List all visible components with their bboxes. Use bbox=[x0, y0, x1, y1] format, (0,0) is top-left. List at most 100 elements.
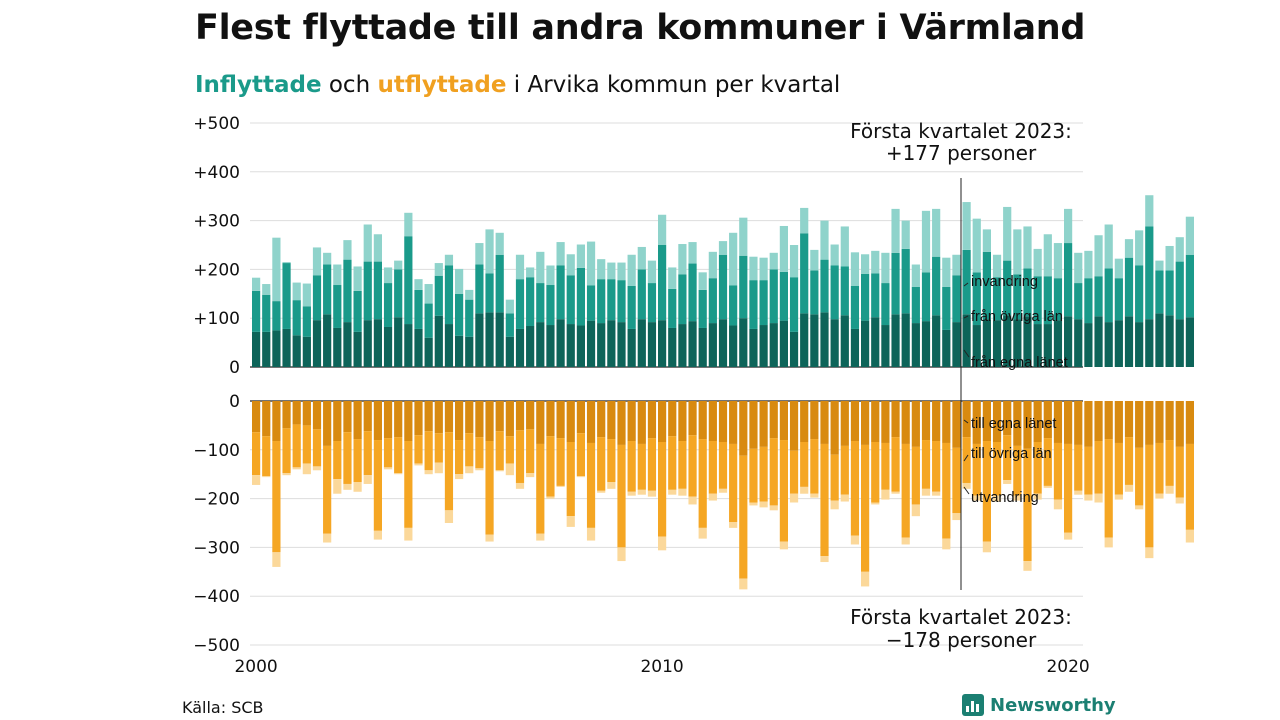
bar-outflow-own bbox=[475, 401, 484, 438]
bar-outflow-own bbox=[394, 401, 403, 438]
bar-outflow-own bbox=[881, 401, 890, 443]
bar-outflow-emigration bbox=[830, 500, 839, 510]
bar-outflow-other bbox=[282, 428, 291, 474]
bar-outflow-own bbox=[1124, 401, 1134, 438]
bar-outflow-own bbox=[526, 401, 535, 430]
bar-outflow-own bbox=[850, 401, 860, 442]
y-tick-label: −100 bbox=[193, 441, 240, 461]
bar-inflow-immigration bbox=[455, 268, 464, 294]
bar-outflow-emigration bbox=[871, 502, 880, 505]
bar-inflow-immigration bbox=[1094, 235, 1103, 277]
bar-inflow-immigration bbox=[779, 225, 788, 272]
y-tick-label: −400 bbox=[193, 587, 240, 607]
bar-outflow-own bbox=[627, 401, 636, 442]
bar-outflow-other bbox=[505, 436, 514, 464]
bar-inflow-immigration bbox=[982, 229, 991, 252]
bar-inflow-own bbox=[992, 320, 1002, 367]
bar-inflow-own bbox=[302, 336, 311, 367]
brand-logo: Newsworthy bbox=[962, 694, 1116, 716]
bar-inflow-own bbox=[1023, 316, 1032, 367]
bar-inflow-immigration bbox=[759, 257, 768, 281]
bar-inflow-own bbox=[576, 325, 585, 367]
bar-inflow-other bbox=[901, 248, 910, 314]
bar-inflow-other bbox=[424, 303, 433, 338]
bar-inflow-own bbox=[952, 322, 961, 367]
bar-inflow-own bbox=[840, 315, 849, 367]
bar-inflow-own bbox=[597, 323, 606, 367]
bar-outflow-own bbox=[546, 401, 555, 437]
bar-outflow-own bbox=[779, 401, 788, 441]
bar-outflow-other bbox=[749, 448, 758, 503]
bar-inflow-own bbox=[658, 320, 667, 367]
bar-outflow-other bbox=[546, 436, 555, 497]
bar-inflow-own bbox=[850, 328, 860, 367]
bar-inflow-own bbox=[353, 331, 362, 367]
bar-outflow-other bbox=[982, 441, 991, 542]
bar-outflow-own bbox=[373, 401, 382, 441]
bar-inflow-immigration bbox=[850, 252, 860, 286]
bar-inflow-own bbox=[779, 320, 788, 367]
bar-inflow-immigration bbox=[323, 252, 332, 265]
bar-inflow-other bbox=[769, 269, 778, 324]
bar-outflow-other bbox=[586, 442, 596, 528]
bar-outflow-other bbox=[343, 432, 352, 484]
bar-outflow-other bbox=[810, 439, 819, 494]
bar-inflow-other bbox=[546, 285, 555, 326]
bar-inflow-other bbox=[292, 300, 301, 336]
bar-outflow-emigration bbox=[526, 473, 535, 478]
bar-outflow-other bbox=[444, 432, 454, 511]
bar-inflow-other bbox=[414, 289, 423, 329]
bar-inflow-own bbox=[678, 324, 687, 367]
bar-outflow-emigration bbox=[394, 473, 403, 475]
bar-outflow-own bbox=[515, 401, 525, 431]
bar-outflow-emigration bbox=[373, 530, 382, 540]
bar-outflow-emigration bbox=[546, 496, 555, 499]
bar-outflow-own bbox=[424, 401, 433, 432]
bar-outflow-own bbox=[1094, 401, 1103, 442]
bar-inflow-own bbox=[617, 322, 626, 367]
bar-inflow-other bbox=[1185, 254, 1194, 318]
bar-outflow-emigration bbox=[627, 491, 636, 496]
bar-inflow-other bbox=[658, 245, 667, 321]
bar-inflow-other bbox=[972, 272, 981, 326]
bar-outflow-emigration bbox=[972, 495, 981, 501]
bar-inflow-immigration bbox=[343, 240, 352, 260]
bar-inflow-other bbox=[698, 289, 707, 328]
bar-inflow-immigration bbox=[252, 277, 261, 291]
bar-inflow-immigration bbox=[262, 284, 271, 295]
bar-outflow-own bbox=[861, 401, 870, 445]
bar-outflow-own bbox=[769, 401, 778, 439]
bar-outflow-other bbox=[333, 441, 342, 480]
bar-outflow-own bbox=[1135, 401, 1144, 448]
bar-outflow-emigration bbox=[678, 488, 687, 496]
bar-outflow-own bbox=[262, 401, 271, 437]
legend-label-emigration: utvandring bbox=[971, 490, 1039, 506]
bar-inflow-other bbox=[272, 301, 281, 331]
bar-inflow-own bbox=[1084, 323, 1093, 367]
bar-outflow-other bbox=[992, 441, 1002, 496]
bar-inflow-other bbox=[962, 249, 971, 315]
bar-inflow-immigration bbox=[1175, 237, 1184, 262]
bar-outflow-emigration bbox=[688, 496, 697, 505]
bar-outflow-other bbox=[850, 441, 860, 536]
bar-inflow-other bbox=[556, 265, 565, 320]
bar-inflow-immigration bbox=[881, 252, 890, 284]
bar-outflow-other bbox=[617, 444, 626, 548]
bar-inflow-other bbox=[1074, 283, 1083, 320]
bar-outflow-emigration bbox=[1185, 529, 1194, 543]
bar-outflow-own bbox=[1155, 401, 1164, 443]
bar-outflow-emigration bbox=[962, 482, 971, 489]
bar-inflow-own bbox=[262, 331, 271, 367]
bar-inflow-other bbox=[586, 285, 596, 321]
bar-inflow-immigration bbox=[515, 254, 525, 280]
bar-outflow-other bbox=[1094, 441, 1103, 494]
bar-outflow-emigration bbox=[708, 493, 717, 501]
bar-outflow-emigration bbox=[607, 482, 616, 489]
bar-inflow-immigration bbox=[444, 254, 454, 266]
bar-outflow-other bbox=[759, 446, 768, 502]
bar-outflow-other bbox=[323, 445, 332, 534]
bar-outflow-own bbox=[982, 401, 991, 442]
bar-inflow-immigration bbox=[495, 232, 504, 255]
bar-inflow-immigration bbox=[1074, 252, 1083, 284]
bar-outflow-other bbox=[881, 442, 890, 490]
